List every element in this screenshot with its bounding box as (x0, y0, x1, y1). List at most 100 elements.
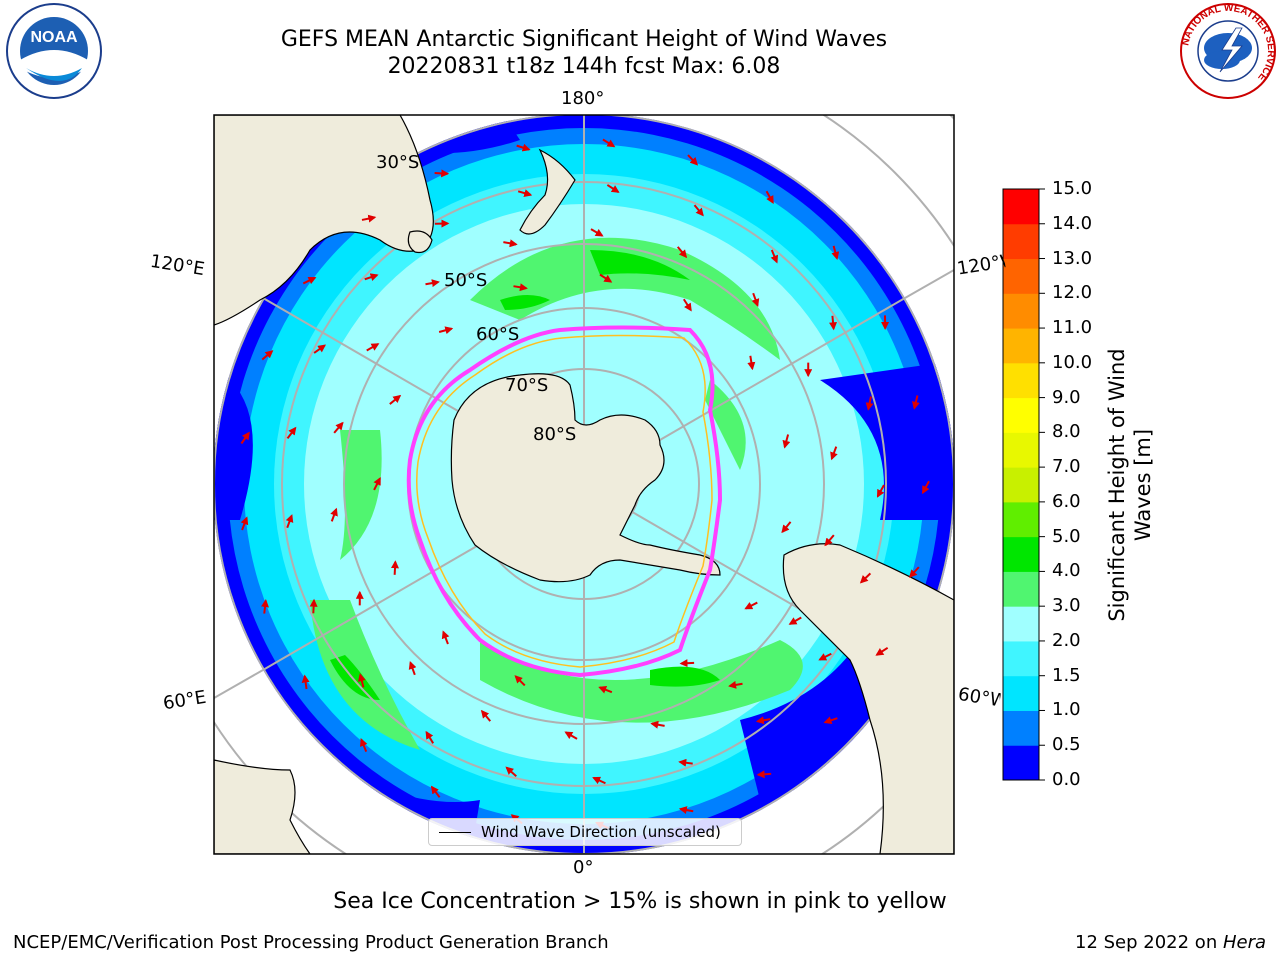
wind-wave-arrow (302, 276, 317, 285)
footer-date: 12 Sep 2022 on Hera (1075, 932, 1266, 953)
wind-wave-arrow (687, 154, 699, 166)
wind-wave-arrow (286, 426, 297, 439)
wind-wave-arrow (876, 484, 885, 498)
lat-label-70s: 70°S (505, 375, 549, 396)
wind-wave-arrow (859, 572, 872, 584)
wind-wave-arrow (309, 598, 318, 614)
wind-wave-arrow (285, 514, 294, 529)
wind-wave-arrow (756, 770, 772, 779)
wind-wave-arrow (408, 661, 417, 676)
wind-wave-arrow (678, 758, 693, 767)
wind-wave-arrow (366, 343, 380, 352)
antarctica (450, 373, 721, 583)
wind-wave-arrow (824, 534, 835, 547)
map-subtitle: 20220831 t18z 144h fcst Max: 6.08 (387, 54, 781, 79)
lon-label-top: 180° (561, 88, 605, 109)
colorbar-segment (1003, 432, 1039, 468)
colorbar-tick-label: 11.0 (1052, 317, 1093, 339)
wind-wave-arrow (564, 731, 578, 740)
wind-wave-arrow (682, 298, 692, 312)
wind-wave-arrow (590, 228, 604, 237)
colorbar-segment (1003, 362, 1039, 399)
wind-wave-arrow (592, 776, 606, 785)
wind-wave-arrow (831, 245, 840, 260)
wind-wave-arrow (373, 476, 381, 491)
lat-label-50s: 50°S (444, 270, 488, 291)
wind-wave-arrow (425, 730, 435, 744)
colorbar-segment (1003, 397, 1039, 433)
colorbar-segment (1003, 467, 1039, 503)
colorbar-segment (1003, 640, 1039, 677)
wind-wave-arrow (430, 785, 441, 798)
colorbar-tick-label: 5.0 (1052, 525, 1081, 547)
colorbar-segment (1003, 501, 1039, 538)
wind-wave-arrow (301, 674, 310, 690)
wind-wave-arrow (505, 766, 517, 778)
wind-wave-arrow (360, 738, 368, 752)
colorbar-segment (1003, 745, 1039, 781)
wind-wave-arrow (865, 396, 874, 411)
legend-label: Wind Wave Direction (unscaled) (481, 823, 721, 841)
wind-wave-arrow (606, 184, 620, 193)
lat-label-80s: 80°S (533, 424, 577, 445)
wind-wave-arrow (389, 394, 402, 405)
footer-host: Hera (1222, 932, 1266, 953)
footer-credit: NCEP/EMC/Verification Post Processing Pr… (13, 932, 609, 953)
wind-wave-arrow (728, 680, 743, 689)
wind-wave-arrow (333, 421, 344, 434)
wind-wave-arrow (818, 652, 832, 661)
wind-wave-arrow (744, 601, 758, 610)
wind-wave-arrow (830, 446, 838, 461)
wind-wave-arrow (875, 646, 889, 656)
colorbar-tick-label: 1.5 (1052, 664, 1081, 686)
map-legend: Wind Wave Direction (unscaled) (428, 818, 742, 846)
colorbar-tick-label: 8.0 (1052, 421, 1081, 443)
colorbar (1003, 188, 1045, 781)
sea-ice-note: Sea Ice Concentration > 15% is shown in … (333, 889, 947, 914)
wind-wave-arrow (781, 521, 792, 534)
wind-wave-arrow (364, 273, 379, 281)
wind-wave-arrow (693, 204, 704, 217)
africa (214, 759, 311, 854)
colorbar-segment (1003, 293, 1039, 329)
lat-label-30s: 30°S (376, 152, 420, 173)
wind-wave-arrow (434, 169, 450, 178)
wind-wave-arrow (823, 716, 838, 725)
wind-wave-arrow (361, 214, 377, 223)
wind-wave-arrow (261, 350, 274, 361)
wind-wave-arrow (438, 326, 454, 335)
colorbar-tick-label: 0.5 (1052, 734, 1081, 756)
colorbar-segment (1003, 571, 1039, 607)
wind-wave-arrow (782, 434, 791, 449)
wind-wave-arrow (516, 143, 531, 152)
colorbar-tick-label: 15.0 (1052, 178, 1093, 199)
wind-wave-arrow (765, 190, 774, 204)
colorbar-segment (1003, 710, 1039, 746)
colorbar-tick-label: 12.0 (1052, 282, 1093, 304)
colorbar-tick-label: 10.0 (1052, 351, 1093, 373)
wind-wave-arrow (480, 709, 492, 722)
colorbar-tick-label: 0.0 (1052, 769, 1081, 790)
legend-line-swatch (439, 831, 471, 833)
colorbar-segment (1003, 675, 1039, 711)
wind-wave-arrow (391, 560, 399, 575)
colorbar-tick-label: 1.0 (1052, 699, 1081, 721)
nws-logo: NATIONAL WEATHER SERVICE (1180, 3, 1276, 99)
colorbar-tick-label: 3.0 (1052, 595, 1081, 617)
tasmania (407, 230, 433, 254)
colorbar-tick-label: 4.0 (1052, 560, 1081, 582)
land-masses (214, 115, 954, 854)
wind-wave-arrow (755, 716, 771, 725)
wind-wave-arrow (678, 806, 694, 815)
colorbar-segment (1003, 189, 1039, 225)
wind-wave-arrow (676, 246, 688, 259)
colorbar-segment (1003, 536, 1039, 572)
colorbar-segment (1003, 258, 1039, 294)
colorbar-tick-label: 14.0 (1052, 212, 1093, 234)
wind-wave-arrow (514, 675, 526, 687)
wind-wave-arrow (330, 507, 338, 522)
wind-wave-arrow (513, 283, 528, 292)
wind-wave-arrow (602, 138, 616, 148)
noaa-logo: NOAA (6, 3, 102, 99)
